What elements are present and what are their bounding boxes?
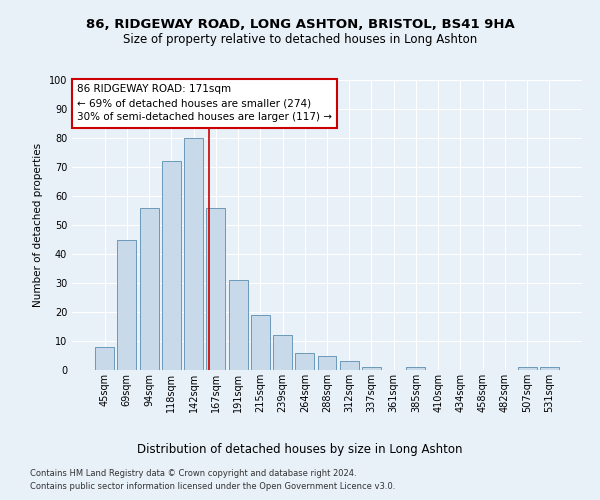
Text: Contains public sector information licensed under the Open Government Licence v3: Contains public sector information licen… [30,482,395,491]
Text: Size of property relative to detached houses in Long Ashton: Size of property relative to detached ho… [123,32,477,46]
Bar [295,352,314,370]
Bar [140,208,158,370]
Bar [184,138,203,370]
Bar [229,280,248,370]
Bar [406,367,425,370]
Bar [540,367,559,370]
Bar [273,335,292,370]
Text: 86 RIDGEWAY ROAD: 171sqm
← 69% of detached houses are smaller (274)
30% of semi-: 86 RIDGEWAY ROAD: 171sqm ← 69% of detach… [77,84,332,122]
Text: Contains HM Land Registry data © Crown copyright and database right 2024.: Contains HM Land Registry data © Crown c… [30,468,356,477]
Y-axis label: Number of detached properties: Number of detached properties [33,143,43,307]
Text: Distribution of detached houses by size in Long Ashton: Distribution of detached houses by size … [137,442,463,456]
Bar [162,161,181,370]
Text: 86, RIDGEWAY ROAD, LONG ASHTON, BRISTOL, BS41 9HA: 86, RIDGEWAY ROAD, LONG ASHTON, BRISTOL,… [86,18,514,30]
Bar [518,367,536,370]
Bar [340,362,359,370]
Bar [251,315,270,370]
Bar [317,356,337,370]
Bar [362,367,381,370]
Bar [95,347,114,370]
Bar [118,240,136,370]
Bar [206,208,225,370]
